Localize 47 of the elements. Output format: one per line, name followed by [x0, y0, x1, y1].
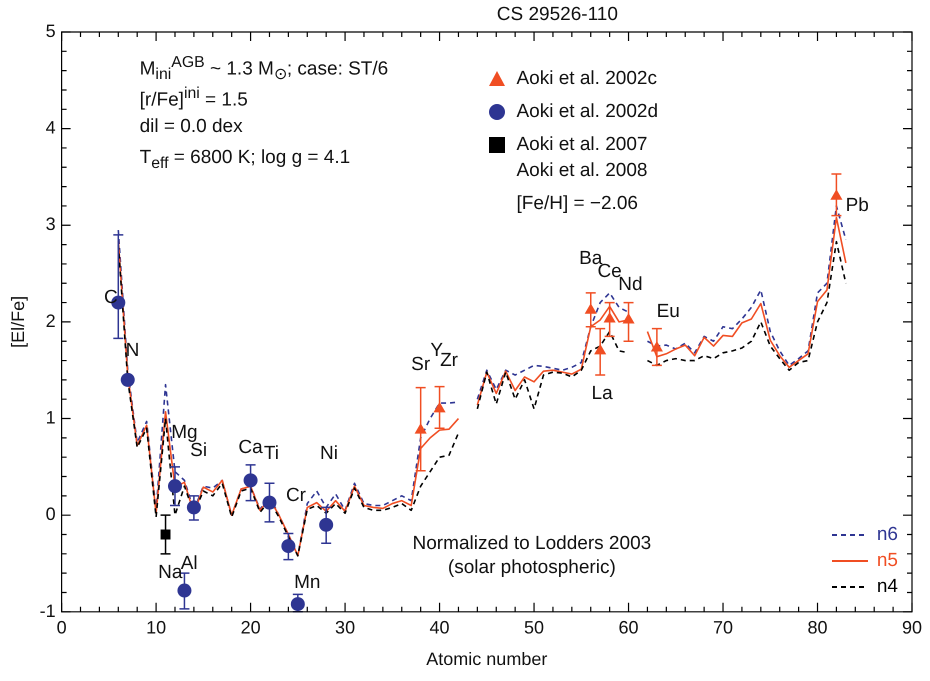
y-axis-title: [El/Fe] — [8, 296, 28, 348]
annotation: Mg — [171, 422, 198, 444]
x-tick-label: 60 — [618, 618, 639, 638]
legend-label: Aoki et al. 2007 — [516, 134, 648, 156]
annotation: T$_{eff}$ = 6800 K; log g = 4.1 — [140, 147, 350, 173]
annotation: Eu — [656, 301, 680, 324]
annotation: Aoki et al. 2008 — [516, 160, 648, 182]
annotation: Normalized to Lodders 2003 — [412, 532, 652, 555]
annotation: [r/Fe]$^{ini}$ = 1.5 — [140, 85, 248, 112]
annotation: M$_{ini}$$^{AGB}$ ~ 1.3 M$_{⊙}$; case: ST/6 — [140, 54, 388, 84]
annotation: N — [126, 340, 140, 362]
annotation: [Fe/H] = −2.06 — [516, 193, 638, 215]
x-tick-label: 70 — [713, 618, 734, 638]
y-tick-label: 4 — [46, 118, 56, 138]
legend-label: Aoki et al. 2002c — [516, 68, 657, 90]
legend-label: n5 — [876, 550, 898, 572]
annotation: Ti — [264, 443, 279, 466]
y-tick-label: 3 — [46, 214, 56, 234]
x-tick-label: 80 — [807, 618, 828, 638]
annotation: Al — [180, 552, 198, 574]
x-tick-label: 40 — [430, 618, 450, 638]
annotation: Pb — [846, 194, 869, 217]
x-tick-label: 50 — [524, 618, 544, 638]
y-tick-label: 0 — [46, 504, 56, 524]
y-tick-label: 5 — [46, 20, 56, 41]
annotation: Ca — [238, 436, 263, 459]
annotation: C — [104, 286, 118, 309]
annotation: Mn — [294, 572, 320, 594]
chart-title: CS 29526-110 — [496, 4, 618, 26]
x-axis-title: Atomic number — [426, 649, 548, 670]
annotation: (solar photospheric) — [448, 556, 616, 579]
y-tick-label: -1 — [40, 600, 56, 621]
x-tick-label: 90 — [902, 618, 922, 638]
y-tick-label: 1 — [46, 408, 56, 428]
annotation: Sr — [411, 354, 430, 376]
x-tick-label: 10 — [146, 618, 166, 638]
annotation: Na — [158, 562, 182, 584]
y-tick-label: 2 — [46, 310, 56, 331]
legend-label: n4 — [876, 576, 898, 598]
annotation: dil = 0.0 dex — [140, 116, 243, 138]
x-tick-label: 30 — [335, 618, 356, 638]
legend-label: n6 — [876, 524, 898, 546]
annotation: La — [592, 383, 613, 406]
x-tick-label: 20 — [240, 618, 261, 638]
annotation: Cr — [286, 484, 306, 507]
legend-label: Aoki et al. 2002d — [516, 100, 658, 122]
annotation: Ni — [320, 443, 338, 466]
